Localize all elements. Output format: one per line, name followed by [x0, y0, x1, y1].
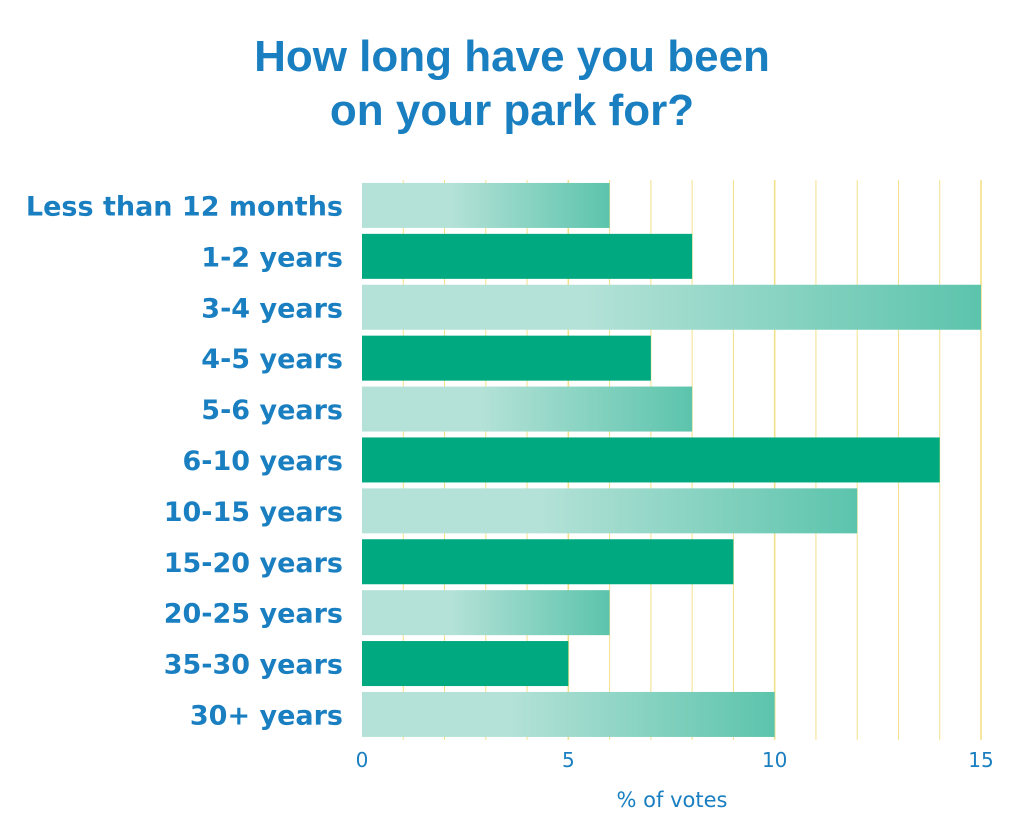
category-label: 15-20 years [164, 548, 343, 579]
bar [362, 641, 569, 687]
bar [362, 335, 651, 381]
x-tick-label: 15 [968, 748, 993, 772]
bar [362, 233, 693, 279]
bar [362, 437, 940, 483]
category-label: 10-15 years [164, 497, 343, 528]
bar [362, 539, 734, 585]
bar [362, 590, 610, 636]
x-tick-label: 10 [762, 748, 787, 772]
chart-title-line-2: on your park for? [329, 86, 695, 135]
chart-title: How long have you been on your park for? [0, 30, 1024, 138]
x-tick-labels: 0 5 10 15 [356, 748, 994, 772]
category-label: 6-10 years [183, 446, 343, 477]
category-label: 3-4 years [201, 293, 343, 324]
x-tick-label: 5 [562, 748, 575, 772]
category-label: 4-5 years [201, 344, 343, 375]
category-label: 35-30 years [164, 650, 343, 681]
bar [362, 182, 610, 228]
category-label: 5-6 years [201, 395, 343, 426]
category-label: Less than 12 months [26, 191, 343, 222]
category-label: 30+ years [190, 700, 343, 731]
x-tick-label: 0 [356, 748, 369, 772]
chart-title-line-1: How long have you been [254, 32, 770, 81]
category-label: 20-25 years [164, 599, 343, 630]
bar [362, 488, 858, 534]
bar [362, 386, 693, 432]
category-labels: Less than 12 months 1-2 years 3-4 years 4-5… [26, 191, 343, 731]
bar [362, 284, 981, 330]
x-axis-title: % of votes [617, 788, 728, 812]
category-label: 1-2 years [201, 242, 343, 273]
bars [362, 182, 981, 737]
bar [362, 691, 775, 737]
